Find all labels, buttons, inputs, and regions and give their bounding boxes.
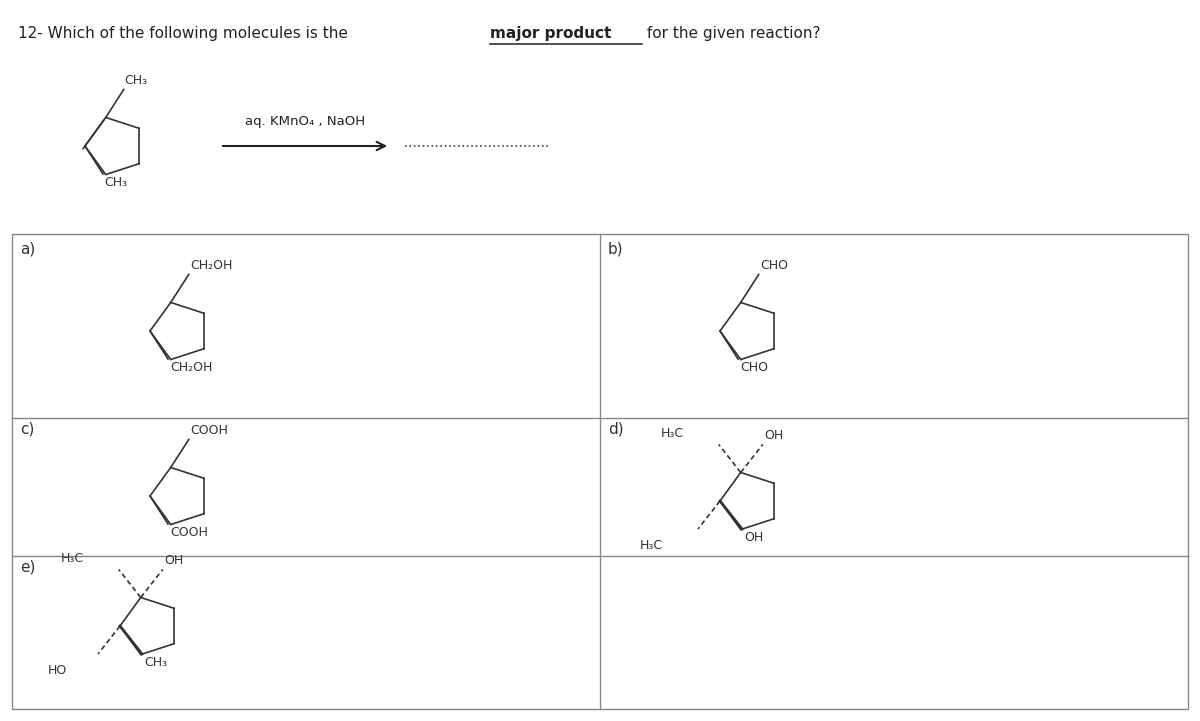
Text: OH: OH bbox=[744, 531, 763, 544]
Text: CH₃: CH₃ bbox=[104, 176, 127, 189]
Text: a): a) bbox=[20, 241, 35, 256]
Text: 12- Which of the following molecules is the: 12- Which of the following molecules is … bbox=[18, 26, 353, 41]
Text: for the given reaction?: for the given reaction? bbox=[642, 26, 821, 41]
Text: H₃C: H₃C bbox=[61, 552, 84, 565]
Text: OH: OH bbox=[164, 554, 184, 567]
Text: major product: major product bbox=[490, 26, 611, 41]
Text: H₃C: H₃C bbox=[640, 539, 664, 552]
Text: CH₃: CH₃ bbox=[144, 656, 167, 669]
Text: CH₂OH: CH₂OH bbox=[191, 260, 233, 273]
Text: HO: HO bbox=[48, 664, 67, 677]
FancyBboxPatch shape bbox=[12, 234, 1188, 709]
Text: CH₃: CH₃ bbox=[125, 74, 148, 87]
Text: e): e) bbox=[20, 559, 35, 574]
Text: COOH: COOH bbox=[170, 526, 208, 539]
Text: OH: OH bbox=[764, 430, 784, 443]
Text: COOH: COOH bbox=[191, 425, 229, 438]
Text: b): b) bbox=[608, 241, 624, 256]
Text: aq. KMnO₄ , NaOH: aq. KMnO₄ , NaOH bbox=[245, 115, 365, 128]
Text: CHO: CHO bbox=[740, 361, 768, 374]
Text: CH₂OH: CH₂OH bbox=[170, 361, 212, 374]
Text: CHO: CHO bbox=[761, 260, 788, 273]
Text: H₃C: H₃C bbox=[661, 428, 684, 441]
Text: d): d) bbox=[608, 421, 624, 436]
Text: c): c) bbox=[20, 421, 35, 436]
